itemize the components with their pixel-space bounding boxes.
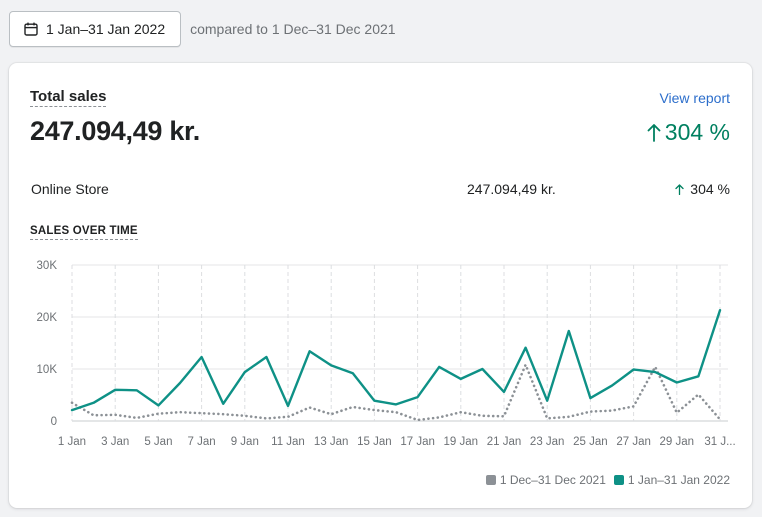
card-title[interactable]: Total sales [30,88,107,107]
x-tick-label: 15 Jan [357,436,392,448]
arrow-up-icon [647,123,661,142]
x-tick-label: 11 Jan [271,436,305,448]
legend-label-previous: 1 Dec–31 Dec 2021 [499,473,606,487]
x-tick-label: 9 Jan [231,436,259,448]
x-tick-label: 3 Jan [101,436,129,448]
x-tick-label: 29 Jan [660,436,695,448]
channel-change: 304 % [675,181,730,197]
legend-swatch-current [613,475,624,485]
x-tick-label: 27 Jan [616,436,651,448]
channel-change-value: 304 % [690,181,730,197]
sales-over-time-chart: 0 10K 20K 30K 1 Jan 3 Jan 5 Jan 7 Jan 9 Jan 11 Ja… [37,260,736,448]
arrow-up-icon [675,183,684,195]
x-tick-label: 19 Jan [444,436,479,448]
legend-swatch-previous [485,475,496,485]
total-sales-value: 247.094,49 kr. [30,116,200,146]
x-tick-label: 25 Jan [573,436,608,448]
y-tick-label: 10K [37,364,58,376]
x-tick-label: 17 Jan [400,436,435,448]
legend-item-current[interactable]: 1 Jan–31 Jan 2022 [613,473,730,487]
view-report-link[interactable]: View report [659,90,730,106]
channel-row-online-store: Online Store 247.094,49 kr. 304 % [30,181,730,199]
x-tick-label: 31 J... [704,436,735,448]
total-sales-change: 304 % [647,119,730,146]
channel-name: Online Store [31,181,109,197]
sales-over-time-label[interactable]: SALES OVER TIME [30,225,138,240]
legend-label-current: 1 Jan–31 Jan 2022 [627,473,730,487]
y-tick-label: 30K [37,260,58,272]
date-range-label: 1 Jan–31 Jan 2022 [46,21,166,37]
channel-value: 247.094,49 kr. [467,181,556,197]
chart-legend: 1 Dec–31 Dec 2021 1 Jan–31 Jan 2022 [485,473,730,487]
legend-item-previous[interactable]: 1 Dec–31 Dec 2021 [485,473,606,487]
comparison-range-text: compared to 1 Dec–31 Dec 2021 [190,21,396,37]
total-change-value: 304 % [664,119,730,145]
x-tick-label: 23 Jan [530,436,565,448]
x-tick-label: 5 Jan [144,436,172,448]
calendar-icon [24,22,38,36]
date-range-bar: 1 Jan–31 Jan 2022 compared to 1 Dec–31 D… [9,11,396,47]
date-range-button[interactable]: 1 Jan–31 Jan 2022 [9,11,182,47]
series-line-previous [70,363,722,422]
total-sales-card: Total sales View report 247.094,49 kr. 3… [9,63,752,508]
x-tick-label: 1 Jan [58,436,86,448]
x-tick-label: 21 Jan [487,436,522,448]
series-line-current [70,309,722,412]
x-tick-label: 7 Jan [188,436,216,448]
x-tick-label: 13 Jan [314,436,349,448]
y-tick-label: 20K [37,312,58,324]
y-tick-label: 0 [51,416,57,428]
